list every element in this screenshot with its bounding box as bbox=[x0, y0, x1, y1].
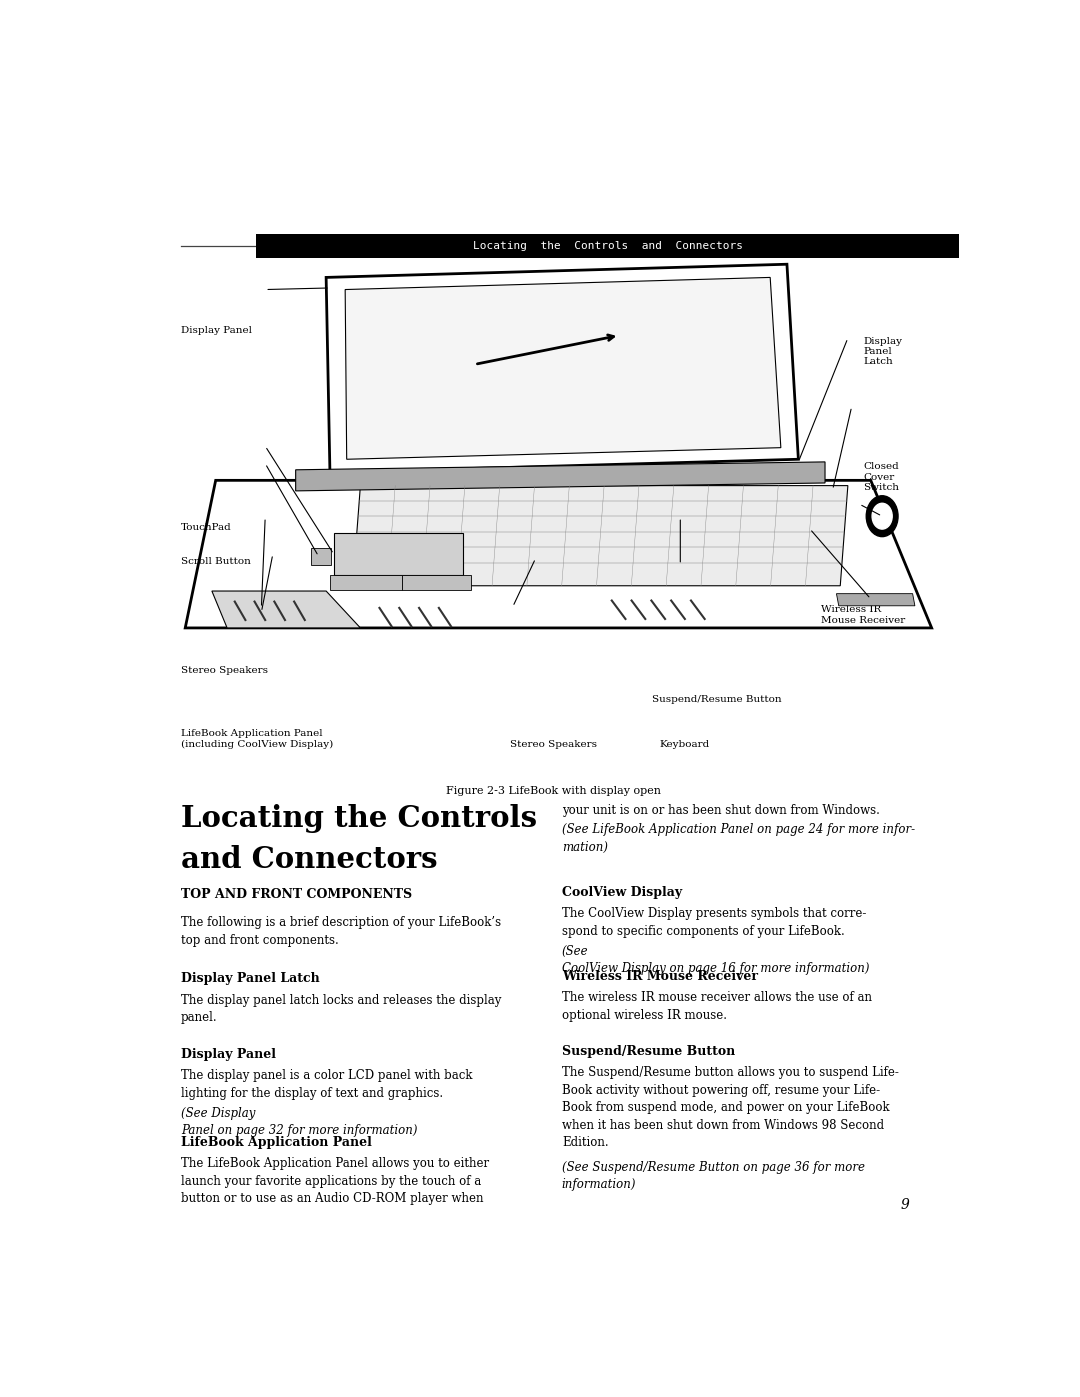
Text: Scroll Button: Scroll Button bbox=[181, 557, 251, 566]
Text: (See Display
Panel on page 32 for more information): (See Display Panel on page 32 for more i… bbox=[181, 1106, 418, 1137]
Text: The LifeBook Application Panel allows you to either
launch your favorite applica: The LifeBook Application Panel allows yo… bbox=[181, 1157, 489, 1206]
Text: TOP AND FRONT COMPONENTS: TOP AND FRONT COMPONENTS bbox=[181, 888, 413, 901]
Circle shape bbox=[866, 496, 899, 536]
Text: Wireless IR Mouse Receiver: Wireless IR Mouse Receiver bbox=[562, 970, 758, 982]
Text: Locating  the  Controls  and  Connectors: Locating the Controls and Connectors bbox=[473, 242, 743, 251]
Text: Display
Panel
Latch: Display Panel Latch bbox=[863, 337, 902, 366]
Polygon shape bbox=[402, 576, 471, 590]
Text: (See LifeBook Application Panel on page 24 for more infor-
mation): (See LifeBook Application Panel on page … bbox=[562, 823, 915, 854]
Polygon shape bbox=[334, 534, 463, 576]
Text: Keyboard: Keyboard bbox=[660, 740, 710, 749]
Bar bbox=[256, 235, 959, 258]
Text: Display Panel: Display Panel bbox=[181, 326, 252, 335]
Text: Stereo Speakers: Stereo Speakers bbox=[510, 740, 597, 749]
Text: Figure 2-3 LifeBook with display open: Figure 2-3 LifeBook with display open bbox=[446, 787, 661, 796]
Polygon shape bbox=[186, 481, 932, 627]
Text: LifeBook Application Panel: LifeBook Application Panel bbox=[181, 1136, 372, 1148]
Text: Suspend/Resume Button: Suspend/Resume Button bbox=[652, 694, 782, 704]
Circle shape bbox=[873, 503, 892, 529]
Text: Suspend/Resume Button: Suspend/Resume Button bbox=[562, 1045, 735, 1058]
Text: The CoolView Display presents symbols that corre-
spond to specific components o: The CoolView Display presents symbols th… bbox=[562, 907, 866, 937]
Text: your unit is on or has been shut down from Windows.: your unit is on or has been shut down fr… bbox=[562, 805, 880, 817]
Text: Display Panel Latch: Display Panel Latch bbox=[181, 972, 320, 985]
Polygon shape bbox=[329, 576, 402, 590]
Text: Stereo Speakers: Stereo Speakers bbox=[181, 666, 268, 675]
Text: The display panel latch locks and releases the display
panel.: The display panel latch locks and releas… bbox=[181, 993, 501, 1024]
Text: 9: 9 bbox=[901, 1199, 909, 1213]
Text: LifeBook Application Panel
(including CoolView Display): LifeBook Application Panel (including Co… bbox=[181, 729, 334, 749]
Polygon shape bbox=[212, 591, 361, 627]
Polygon shape bbox=[353, 486, 848, 585]
Polygon shape bbox=[836, 594, 915, 606]
Text: and Connectors: and Connectors bbox=[181, 845, 437, 875]
Text: (See Suspend/Resume Button on page 36 for more
information): (See Suspend/Resume Button on page 36 fo… bbox=[562, 1161, 865, 1192]
Polygon shape bbox=[346, 278, 781, 460]
Text: The display panel is a color LCD panel with back
lighting for the display of tex: The display panel is a color LCD panel w… bbox=[181, 1069, 473, 1099]
Text: (See
CoolView Display on page 16 for more information): (See CoolView Display on page 16 for mor… bbox=[562, 944, 869, 975]
Polygon shape bbox=[296, 462, 825, 490]
Text: The Suspend/Resume button allows you to suspend Life-
Book activity without powe: The Suspend/Resume button allows you to … bbox=[562, 1066, 899, 1150]
Text: The following is a brief description of your LifeBook’s
top and front components: The following is a brief description of … bbox=[181, 916, 501, 947]
Polygon shape bbox=[311, 548, 332, 564]
Text: CoolView Display: CoolView Display bbox=[562, 886, 681, 898]
Text: TouchPad: TouchPad bbox=[181, 522, 232, 532]
Text: Closed
Cover
Switch: Closed Cover Switch bbox=[863, 462, 900, 492]
Text: The wireless IR mouse receiver allows the use of an
optional wireless IR mouse.: The wireless IR mouse receiver allows th… bbox=[562, 990, 872, 1021]
Polygon shape bbox=[326, 264, 798, 472]
Text: Wireless IR
Mouse Receiver: Wireless IR Mouse Receiver bbox=[821, 605, 906, 624]
Text: Display Panel: Display Panel bbox=[181, 1048, 276, 1060]
Text: Locating the Controls: Locating the Controls bbox=[181, 805, 537, 834]
